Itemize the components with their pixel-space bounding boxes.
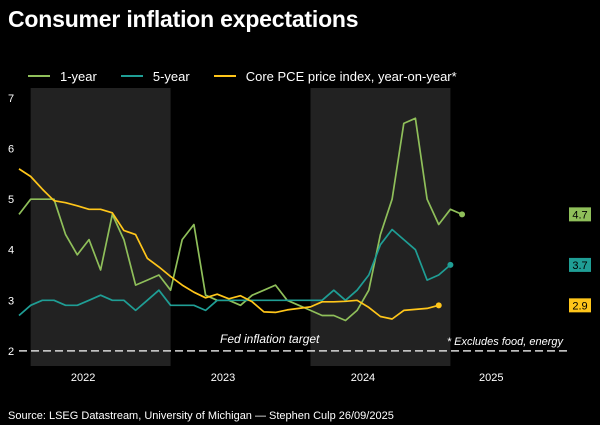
legend-item-one-year[interactable]: 1-year: [28, 69, 97, 84]
y-tick-label: 4: [8, 245, 14, 257]
x-tick-label: 2024: [351, 372, 375, 384]
series-line-five_year: [18, 228, 451, 317]
legend-label-core-pce: Core PCE price index, year-on-year*: [245, 68, 457, 84]
legend: 1-year 5-year Core PCE price index, year…: [28, 68, 481, 84]
series-end-point-one_year: [459, 211, 466, 218]
y-tick-label: 7: [8, 93, 14, 105]
series-line-core_pce: [18, 168, 439, 320]
chart-title: Consumer inflation expectations: [8, 6, 359, 32]
y-tick-label: 6: [8, 144, 14, 156]
series-end-point-core_pce: [435, 302, 442, 309]
legend-swatch-core-pce: [213, 75, 236, 77]
footnote-annotation: * Excludes food, energy: [447, 336, 565, 348]
x-tick-label: 2025: [479, 372, 503, 384]
source-footer: Source: LSEG Datastream, University of M…: [8, 410, 394, 422]
end-value-label-one_year: 4.7: [572, 209, 587, 221]
x-tick-label: 2023: [211, 372, 235, 384]
fed-target-label: Fed inflation target: [220, 332, 320, 346]
end-value-label-core_pce: 2.9: [572, 300, 587, 312]
shaded-year-band-2024: [310, 88, 451, 366]
legend-swatch-one-year: [28, 75, 50, 77]
end-value-badge-core_pce: [569, 298, 591, 313]
legend-label-one-year: 1-year: [60, 68, 97, 84]
y-tick-label: 2: [8, 346, 14, 358]
legend-swatch-five-year: [120, 75, 143, 77]
x-tick-label: 2022: [71, 372, 95, 384]
end-value-label-five_year: 3.7: [572, 260, 587, 272]
legend-label-five-year: 5-year: [152, 68, 190, 84]
y-tick-label: 3: [8, 295, 14, 307]
series-end-point-five_year: [447, 261, 454, 268]
legend-item-core-pce[interactable]: Core PCE price index, year-on-year*: [213, 68, 457, 84]
end-value-badge-one_year: [569, 207, 591, 222]
series-line-one_year: [18, 117, 463, 322]
y-tick-label: 5: [8, 194, 14, 206]
end-value-badge-five_year: [569, 257, 591, 272]
shaded-year-band-2022: [30, 88, 171, 366]
legend-item-five-year[interactable]: 5-year: [120, 68, 190, 84]
